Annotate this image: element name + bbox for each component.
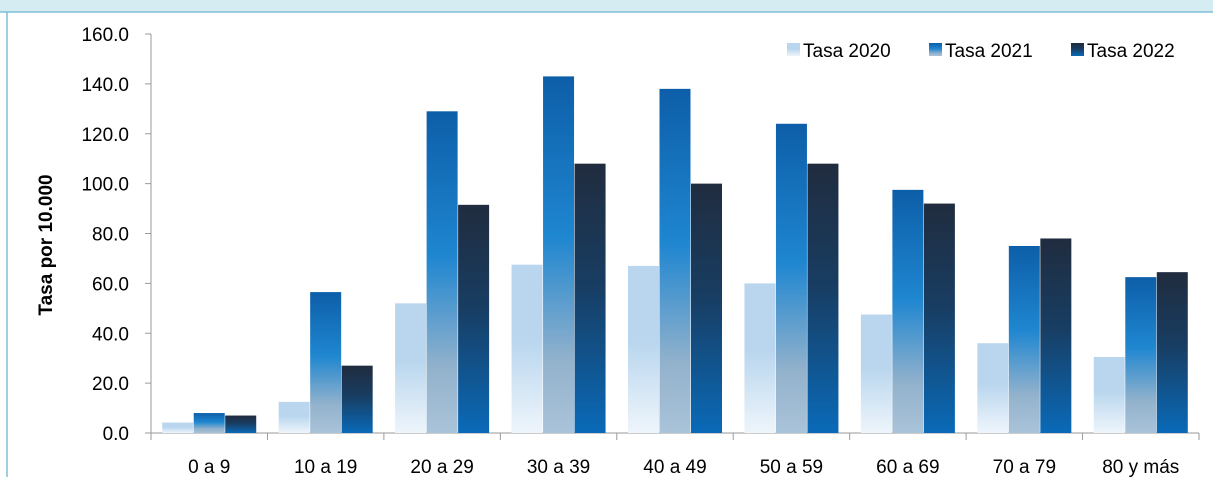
legend-swatch bbox=[787, 43, 800, 56]
y-tick-label: 20.0 bbox=[92, 374, 129, 395]
bar-tasa-2021 bbox=[892, 189, 924, 433]
bar-tasa-2022 bbox=[225, 415, 257, 433]
bar-tasa-2020 bbox=[1093, 356, 1125, 433]
x-tick-label: 80 y más bbox=[1102, 457, 1179, 477]
bar-tasa-2021 bbox=[659, 88, 691, 434]
bar-tasa-2021 bbox=[426, 111, 458, 434]
bar-tasa-2020 bbox=[511, 264, 543, 433]
bar-tasa-2020 bbox=[395, 303, 427, 433]
x-tick-label: 60 a 69 bbox=[876, 457, 939, 477]
bars bbox=[162, 76, 1188, 434]
y-axis-title: Tasa por 10.000 bbox=[36, 174, 57, 315]
bar-tasa-2022 bbox=[458, 204, 490, 433]
y-tick-label: 80.0 bbox=[92, 225, 129, 246]
x-tick-labels: 0 a 9 10 a 19 20 a 29 30 a 39 40 a 49 50 a 59… bbox=[188, 457, 1179, 477]
legend-label: Tasa 2020 bbox=[803, 41, 891, 62]
bar-tasa-2022 bbox=[807, 163, 839, 434]
y-ticks bbox=[145, 33, 151, 434]
bar-tasa-2021 bbox=[543, 76, 575, 434]
bar-tasa-2022 bbox=[1156, 272, 1188, 433]
y-tick-label: 40.0 bbox=[92, 324, 129, 345]
y-tick-label: 60.0 bbox=[92, 274, 129, 295]
x-tick-label: 50 a 59 bbox=[760, 457, 823, 477]
y-tick-label: 0.0 bbox=[103, 424, 129, 445]
legend-swatch bbox=[929, 43, 942, 56]
legend-swatch bbox=[1071, 43, 1084, 56]
y-tick-label: 160.0 bbox=[81, 25, 129, 46]
y-tick-label: 140.0 bbox=[81, 75, 129, 96]
bar-tasa-2021 bbox=[775, 123, 807, 434]
bar-tasa-2021 bbox=[310, 292, 342, 433]
bar-tasa-2020 bbox=[628, 265, 659, 433]
y-tick-label: 100.0 bbox=[81, 175, 129, 196]
frame-top-band bbox=[0, 0, 1213, 12]
legend: Tasa 2020 Tasa 2021 Tasa 2022 bbox=[787, 41, 1175, 62]
bar-tasa-2020 bbox=[977, 343, 1009, 433]
legend-label: Tasa 2022 bbox=[1087, 41, 1175, 62]
x-tick-label: 40 a 49 bbox=[643, 457, 706, 477]
bar-tasa-2022 bbox=[691, 183, 722, 433]
bar-tasa-2021 bbox=[193, 413, 225, 433]
y-tick-labels: 0.0 20.0 40.0 60.0 80.0 100.0 120.0 140.0 160.0 bbox=[81, 25, 129, 445]
bar-tasa-2021 bbox=[1008, 245, 1040, 433]
bar-tasa-2020 bbox=[278, 401, 310, 433]
bar-tasa-2022 bbox=[923, 203, 955, 433]
bar-tasa-2020 bbox=[162, 422, 194, 433]
x-ticks bbox=[150, 433, 1200, 440]
bar-tasa-2021 bbox=[1125, 277, 1157, 433]
bar-tasa-2020 bbox=[860, 314, 892, 433]
x-tick-label: 30 a 39 bbox=[527, 457, 590, 477]
bar-tasa-2022 bbox=[1040, 238, 1072, 433]
legend-label: Tasa 2021 bbox=[945, 41, 1033, 62]
bar-tasa-2020 bbox=[744, 283, 776, 433]
y-tick-label: 120.0 bbox=[81, 125, 129, 146]
x-tick-label: 10 a 19 bbox=[294, 457, 357, 477]
x-tick-label: 20 a 29 bbox=[410, 457, 473, 477]
bar-tasa-2022 bbox=[574, 163, 606, 434]
x-tick-label: 0 a 9 bbox=[188, 457, 230, 477]
x-tick-label: 70 a 79 bbox=[993, 457, 1056, 477]
bar-tasa-2022 bbox=[341, 365, 373, 433]
